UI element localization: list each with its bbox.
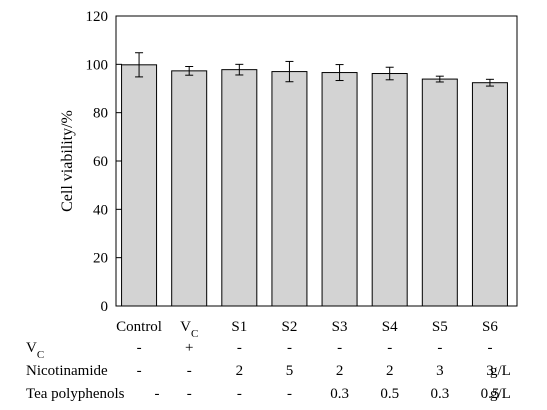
- x-tick-label: Control: [116, 319, 162, 335]
- bar: [221, 69, 258, 307]
- x-tick-label: VC: [180, 319, 198, 340]
- condition-cell: 0.3: [330, 386, 349, 402]
- bar: [421, 78, 458, 307]
- x-tick-label-main: V: [180, 319, 191, 335]
- x-tick-label-sub: C: [191, 328, 198, 340]
- condition-row-label-main: V: [26, 340, 37, 356]
- bar: [471, 82, 508, 307]
- condition-cell: 5: [286, 363, 294, 379]
- y-tick-label: 120: [86, 9, 109, 25]
- condition-cell: 3: [486, 363, 494, 379]
- condition-cell: -: [437, 340, 442, 356]
- bar: [121, 64, 158, 307]
- y-axis: 0 20 40 60 80 100 120: [86, 9, 122, 315]
- bar: [171, 70, 208, 307]
- x-tick-label-main: S2: [282, 319, 298, 335]
- condition-row-label: Nicotinamide: [26, 363, 108, 379]
- bar: [271, 71, 308, 307]
- condition-cell: 0.3: [430, 386, 449, 402]
- y-tick-label: 60: [93, 154, 108, 170]
- condition-row-label: VC: [26, 340, 44, 361]
- x-tick-label-main: S4: [382, 319, 398, 335]
- condition-cell: -: [487, 340, 492, 356]
- condition-row-label-main: Tea polyphenols: [26, 386, 125, 402]
- condition-cell: -: [337, 340, 342, 356]
- condition-cell: 0.5: [380, 386, 399, 402]
- bar: [321, 72, 358, 307]
- x-tick-label: S3: [332, 319, 348, 335]
- x-tick-label: S2: [282, 319, 298, 335]
- y-tick-label: 40: [93, 202, 108, 218]
- x-tick-label-main: S5: [432, 319, 448, 335]
- condition-row-label-sub: C: [37, 349, 44, 361]
- y-tick-label: 20: [93, 251, 108, 267]
- x-tick-label: S4: [382, 319, 398, 335]
- bar: [371, 73, 408, 307]
- x-tick-label-main: S3: [332, 319, 348, 335]
- x-tick-label-main: S1: [231, 319, 247, 335]
- y-tick-label: 0: [101, 299, 109, 315]
- condition-cell: -: [387, 340, 392, 356]
- x-tick-label: S6: [482, 319, 498, 335]
- x-axis-labels: Control VC S1 S2 S3 S4 S5 S6: [116, 319, 498, 340]
- condition-cell: -: [187, 386, 192, 402]
- condition-cell: -: [137, 363, 142, 379]
- condition-unit: g/L: [490, 386, 511, 402]
- condition-cell: -: [155, 386, 160, 402]
- bar-series: [121, 52, 508, 307]
- condition-cell: +: [185, 340, 193, 356]
- condition-cell: 0.5: [481, 386, 500, 402]
- condition-row-label: Tea polyphenols: [26, 386, 125, 402]
- condition-cell: -: [237, 386, 242, 402]
- condition-cell: -: [137, 340, 142, 356]
- condition-cell: -: [187, 363, 192, 379]
- condition-cell: 2: [386, 363, 394, 379]
- x-tick-label: S5: [432, 319, 448, 335]
- y-axis-label: Cell viability/%: [59, 110, 76, 212]
- condition-unit: g/L: [490, 363, 511, 379]
- y-tick-label: 80: [93, 106, 108, 122]
- condition-cell: 2: [236, 363, 244, 379]
- y-tick-label: 100: [86, 57, 109, 73]
- x-tick-label-main: Control: [116, 319, 162, 335]
- condition-row-label-main: Nicotinamide: [26, 363, 108, 379]
- x-tick-label: S1: [231, 319, 247, 335]
- condition-cell: -: [287, 386, 292, 402]
- condition-cell: 3: [436, 363, 444, 379]
- condition-cell: 2: [336, 363, 344, 379]
- condition-cell: -: [287, 340, 292, 356]
- condition-cell: -: [237, 340, 242, 356]
- x-tick-label-main: S6: [482, 319, 498, 335]
